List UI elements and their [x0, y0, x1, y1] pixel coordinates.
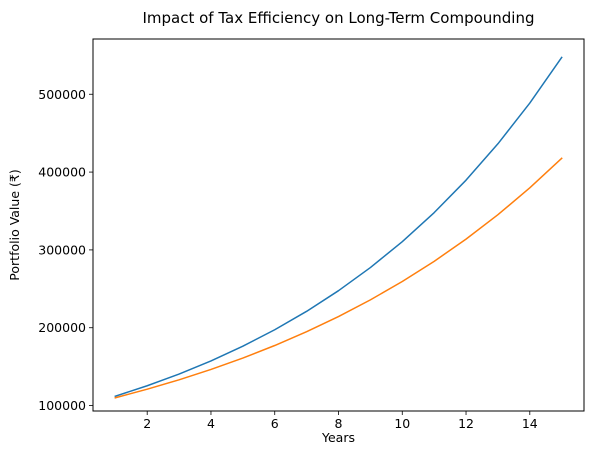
y-tick-label: 100000 [38, 398, 86, 413]
y-axis-label: Portfolio Value (₹) [7, 169, 22, 280]
x-tick-label: 14 [522, 416, 538, 431]
y-tick-label: 400000 [38, 165, 86, 180]
series-lines [114, 56, 563, 399]
y-tick-label: 300000 [38, 242, 86, 257]
x-tick-label: 6 [271, 416, 279, 431]
x-tick-label: 8 [335, 416, 343, 431]
x-axis: 2 4 6 8 10 12 14 [143, 411, 538, 431]
y-axis: 100000 200000 300000 400000 500000 [38, 87, 93, 413]
x-tick-label: 2 [143, 416, 151, 431]
x-tick-label: 12 [458, 416, 474, 431]
series-line-1 [114, 56, 563, 398]
y-tick-label: 200000 [38, 320, 86, 335]
x-tick-label: 4 [207, 416, 215, 431]
chart-title: Impact of Tax Efficiency on Long-Term Co… [142, 9, 534, 27]
x-axis-label: Years [321, 430, 355, 445]
series-line-2 [114, 157, 563, 399]
x-tick-label: 10 [394, 416, 410, 431]
y-tick-label: 500000 [38, 87, 86, 102]
